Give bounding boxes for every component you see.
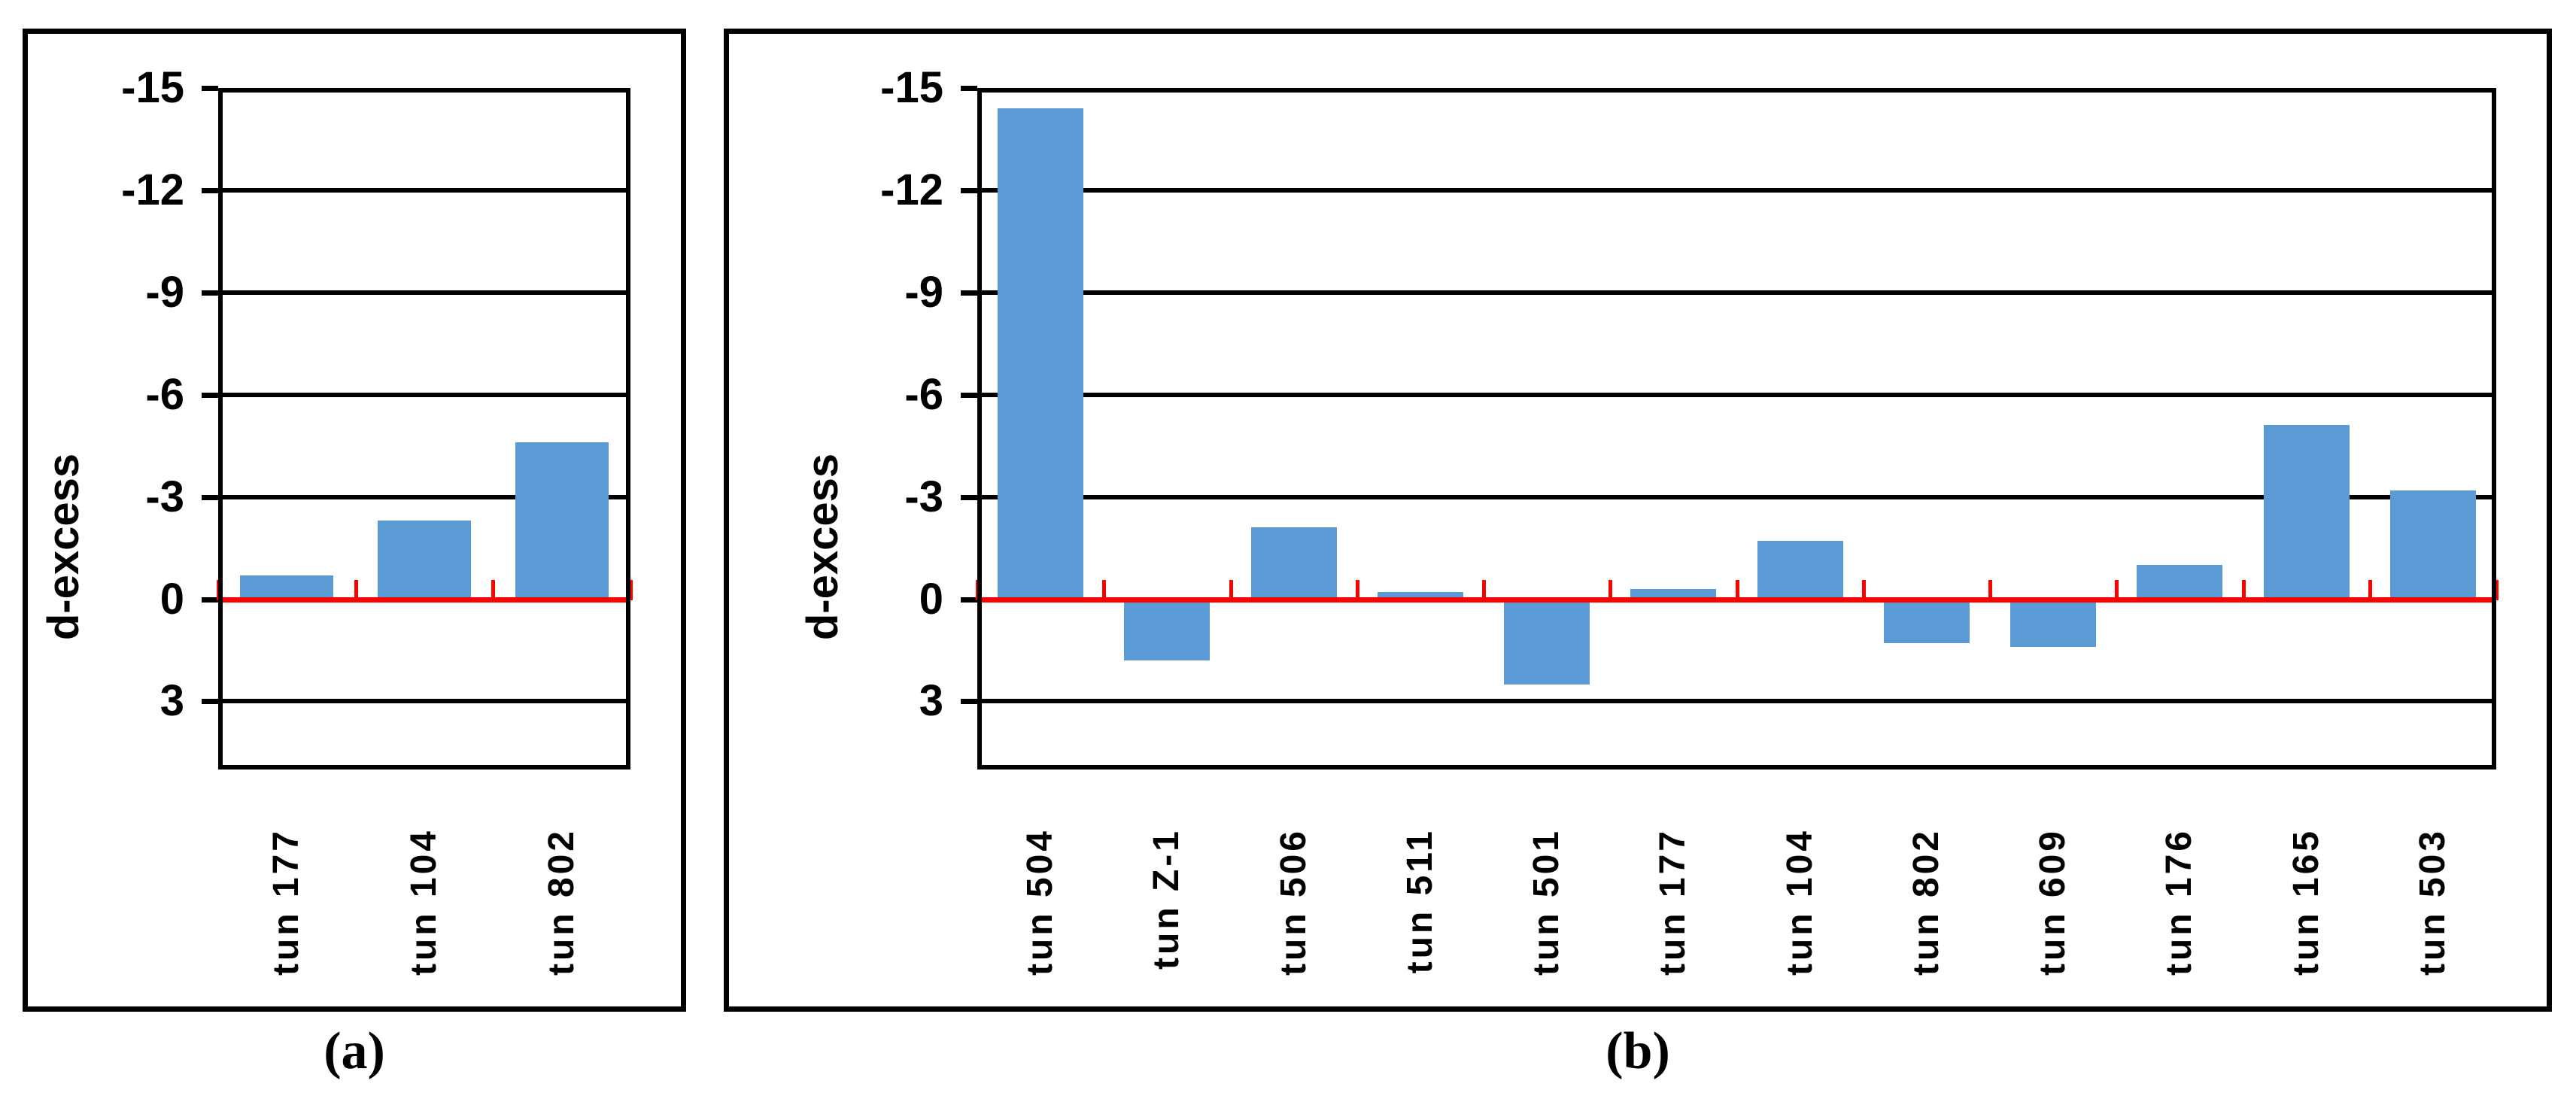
gridline: [977, 392, 2496, 397]
y-tick-label: 0: [919, 574, 943, 624]
bar: [1504, 599, 1590, 685]
bar: [1630, 588, 1717, 600]
zero-line: [218, 596, 630, 603]
y-axis-tick: [961, 86, 977, 91]
y-axis-tick: [202, 596, 218, 603]
zero-line-tick: [2115, 579, 2119, 600]
bar: [2389, 490, 2476, 600]
zero-line-tick: [1735, 579, 1739, 600]
zero-line-tick: [1861, 579, 1866, 600]
y-axis-tick: [961, 494, 977, 500]
x-category-label: tun 177: [1653, 828, 1694, 976]
x-category-label: tun 802: [1906, 828, 1946, 976]
zero-line-tick: [1482, 579, 1486, 600]
x-category-label: tun 503: [2412, 828, 2453, 976]
zero-line-tick: [2241, 579, 2246, 600]
y-tick-label: -6: [904, 369, 943, 419]
bar: [1757, 541, 1843, 600]
zero-line-tick: [1988, 579, 1992, 600]
x-category-label: tun 506: [1273, 828, 1314, 976]
y-axis-tick: [202, 86, 218, 91]
x-category-label: tun 165: [2286, 828, 2326, 976]
x-category-label: tun 177: [266, 828, 307, 976]
zero-line-tick: [1355, 579, 1359, 600]
gridline: [218, 392, 630, 397]
y-axis-tick: [961, 596, 977, 603]
bar: [378, 521, 471, 600]
x-category-label: tun 176: [2159, 828, 2200, 976]
y-axis-tick: [961, 187, 977, 193]
x-category-label: tun 104: [1779, 828, 1820, 976]
zero-line-tick: [1608, 579, 1613, 600]
bar: [2137, 565, 2223, 600]
y-tick-label: -9: [904, 267, 943, 317]
zero-line-tick: [354, 579, 358, 600]
caption-a: (a): [324, 1022, 385, 1080]
y-tick-label: -9: [145, 267, 184, 317]
y-tick-label: -15: [880, 63, 943, 112]
gridline: [218, 187, 630, 193]
caption-b: (b): [1605, 1022, 1670, 1080]
bar: [998, 108, 1084, 600]
y-tick-label: 3: [159, 676, 184, 726]
bar: [1250, 527, 1337, 600]
x-category-label: tun 104: [404, 828, 444, 976]
y-axis-tick: [202, 699, 218, 705]
x-category-label: tun 802: [541, 828, 582, 976]
y-tick-label: -3: [904, 472, 943, 521]
y-axis-tick: [202, 187, 218, 193]
y-tick-label: -12: [121, 165, 184, 214]
gridline: [218, 494, 630, 499]
y-axis-tick: [961, 699, 977, 705]
x-category-label: tun Z-1: [1147, 828, 1187, 970]
bar: [1377, 592, 1463, 600]
bar: [2010, 599, 2097, 647]
x-category-label: tun 511: [1399, 828, 1440, 974]
y-tick-label: 0: [159, 574, 184, 624]
zero-line-tick: [1229, 579, 1233, 600]
gridline: [977, 187, 2496, 193]
y-axis-tick: [961, 392, 977, 398]
zero-line-tick: [629, 579, 633, 600]
bar: [1883, 599, 1970, 644]
gridline: [218, 699, 630, 704]
chart-b-plot-area: [977, 88, 2496, 770]
bar: [240, 575, 334, 600]
y-tick-label: -3: [145, 472, 184, 521]
y-tick-label: 3: [919, 676, 943, 726]
bar: [515, 442, 609, 600]
y-axis-tick: [202, 392, 218, 398]
x-category-label: tun 501: [1526, 828, 1567, 976]
zero-line-tick: [1102, 579, 1107, 600]
gridline: [977, 494, 2496, 499]
y-tick-label: -6: [145, 369, 184, 419]
zero-line-tick: [2368, 579, 2372, 600]
bar: [2263, 425, 2350, 600]
bar: [1124, 599, 1211, 661]
y-axis-tick: [202, 290, 218, 296]
y-axis-tick: [202, 494, 218, 500]
x-category-label: tun 609: [2033, 828, 2073, 976]
y-tick-label: -15: [121, 63, 184, 112]
x-category-label: tun 504: [1020, 828, 1061, 976]
gridline: [977, 699, 2496, 704]
zero-line-tick: [491, 579, 496, 600]
chart-a-plot-area: [218, 88, 630, 770]
zero-line-tick: [2495, 579, 2499, 600]
gridline: [977, 290, 2496, 295]
y-axis-tick: [961, 290, 977, 296]
gridline: [218, 290, 630, 295]
y-tick-label: -12: [880, 165, 943, 214]
